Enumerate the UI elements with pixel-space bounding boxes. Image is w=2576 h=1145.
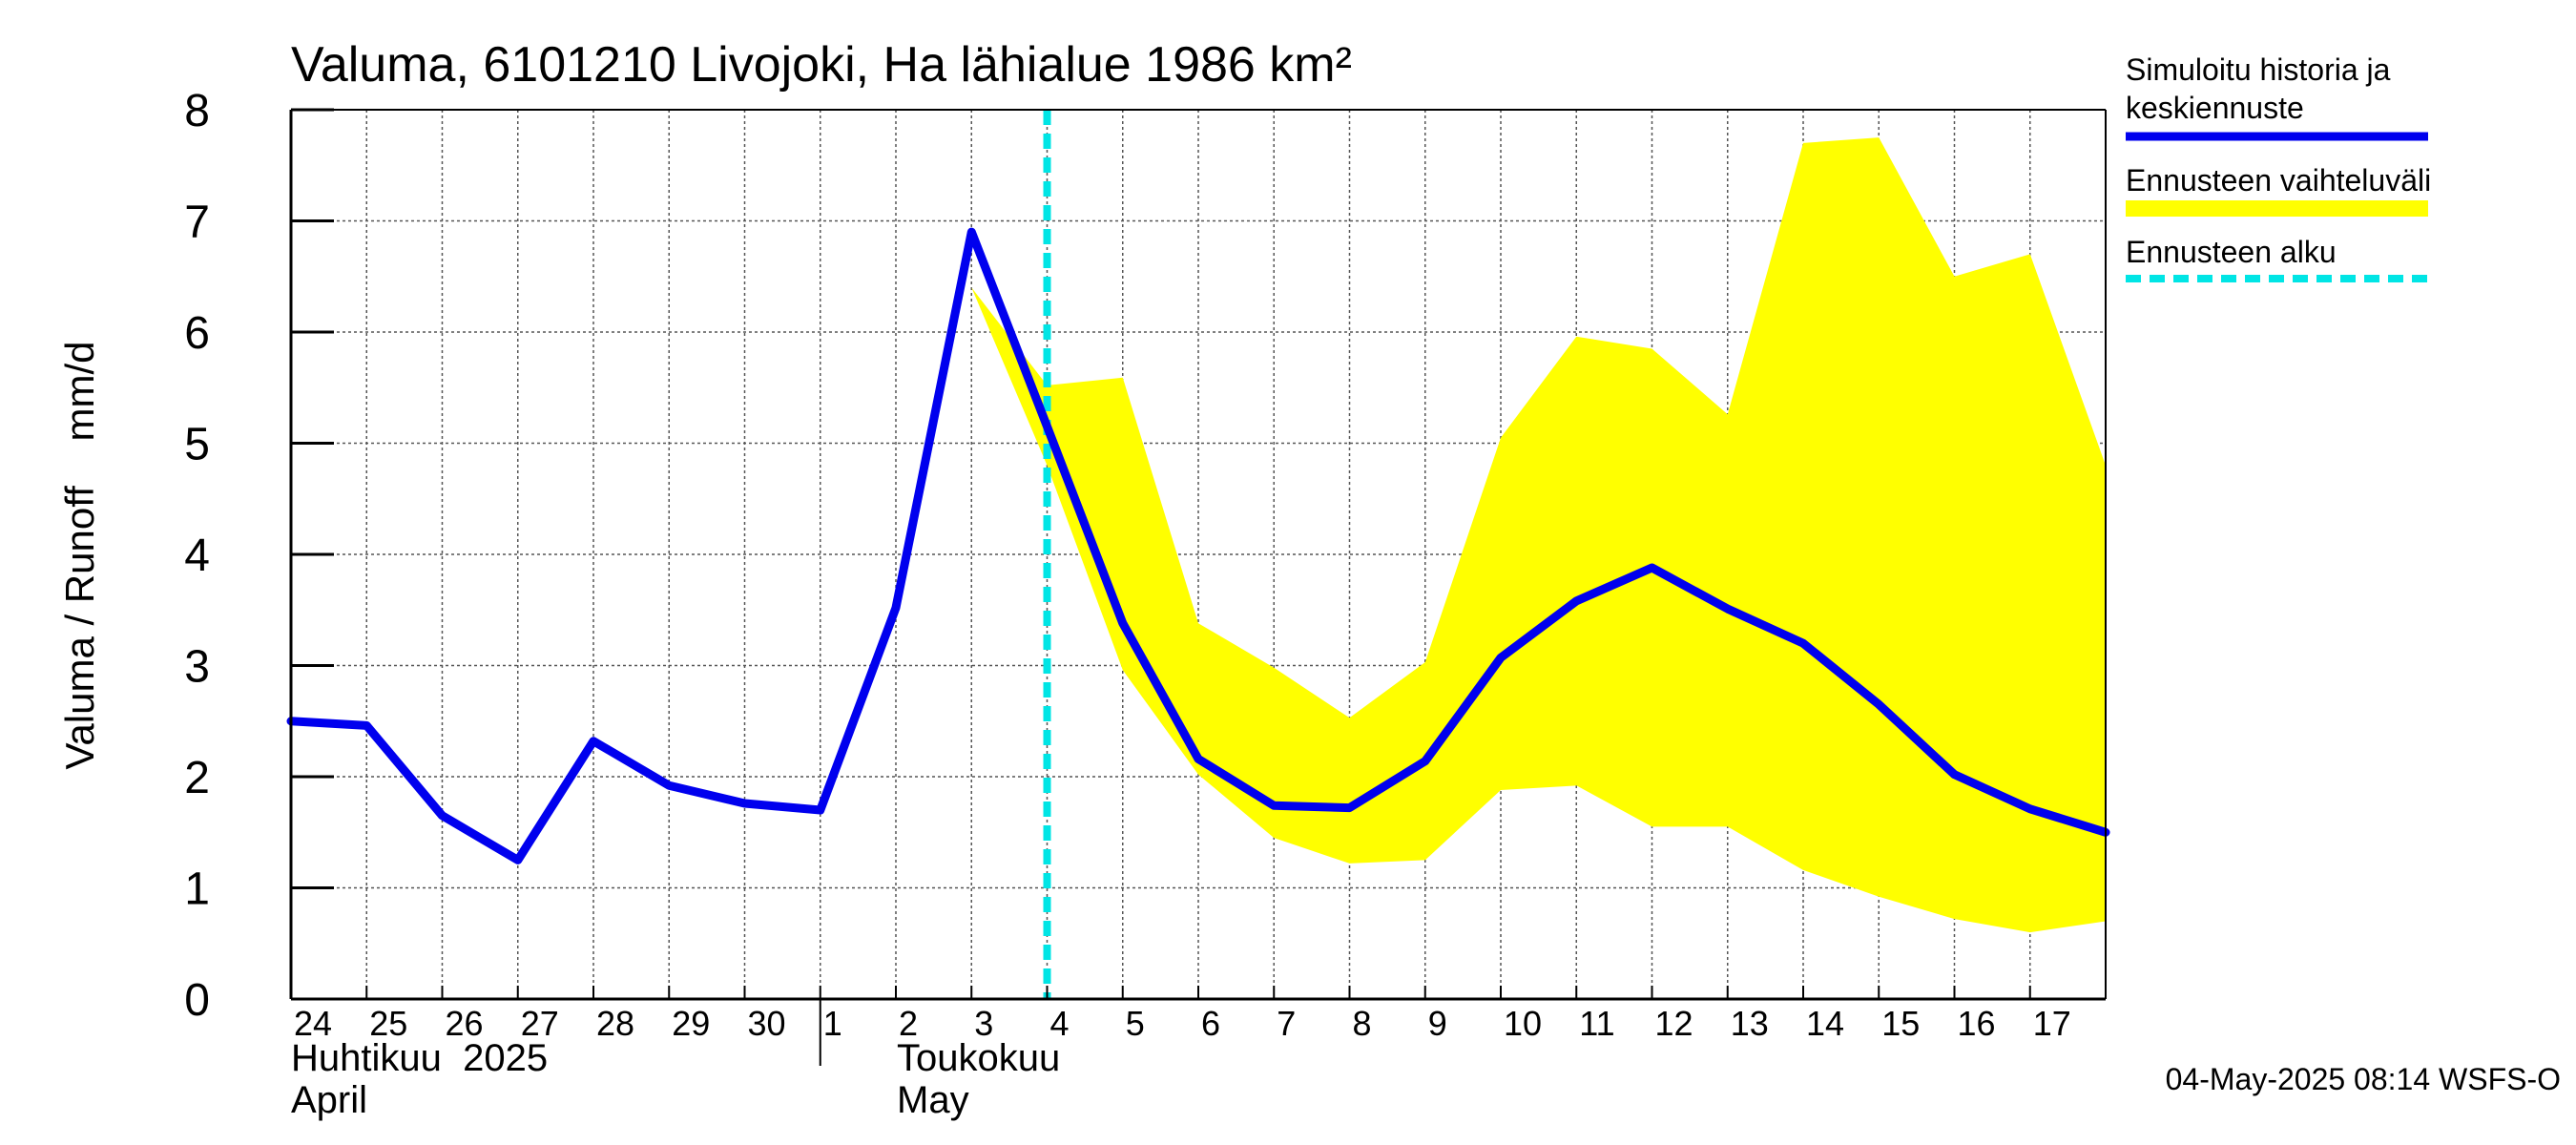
x-tick-label: 29 bbox=[672, 1004, 710, 1043]
x-tick-label: 10 bbox=[1504, 1004, 1542, 1043]
x-tick-label: 2 bbox=[899, 1004, 918, 1043]
axes bbox=[289, 108, 2107, 1066]
y-tick-label: 7 bbox=[184, 198, 210, 248]
month-label-may-en: May bbox=[897, 1079, 969, 1121]
x-tick-label: 25 bbox=[369, 1004, 407, 1043]
x-tick-label: 11 bbox=[1579, 1004, 1614, 1043]
forecast-range-band bbox=[971, 137, 2106, 933]
month-label-may-fi: Toukokuu bbox=[897, 1037, 1060, 1079]
x-tick-label: 14 bbox=[1806, 1004, 1844, 1043]
x-tick-label: 9 bbox=[1428, 1004, 1447, 1043]
legend-label-forecast-start: Ennusteen alku bbox=[2126, 235, 2337, 269]
y-tick-label: 3 bbox=[184, 642, 210, 693]
legend-swatch-range bbox=[2126, 200, 2428, 217]
y-tick-label: 8 bbox=[184, 86, 210, 136]
x-tick-label: 1 bbox=[823, 1004, 842, 1043]
y-tick-label: 4 bbox=[184, 531, 210, 581]
x-tick-label: 24 bbox=[294, 1004, 332, 1043]
y-tick-label: 2 bbox=[184, 753, 210, 803]
x-tick-label: 16 bbox=[1958, 1004, 1996, 1043]
footer-timestamp: 04-May-2025 08:14 WSFS-O bbox=[2166, 1062, 2561, 1096]
x-tick-label: 4 bbox=[1050, 1004, 1070, 1043]
x-tick-label: 8 bbox=[1353, 1004, 1372, 1043]
legend-label-range: Ennusteen vaihteluväli bbox=[2126, 163, 2431, 198]
y-tick-label: 0 bbox=[184, 975, 210, 1026]
x-tick-label: 3 bbox=[974, 1004, 993, 1043]
x-tick-label: 13 bbox=[1731, 1004, 1769, 1043]
x-tick-label: 6 bbox=[1201, 1004, 1220, 1043]
month-label-april-en: April bbox=[291, 1079, 367, 1121]
x-tick-label: 15 bbox=[1881, 1004, 1920, 1043]
y-tick-label: 5 bbox=[184, 420, 210, 470]
x-tick-label: 17 bbox=[2033, 1004, 2071, 1043]
x-tick-label: 26 bbox=[446, 1004, 484, 1043]
y-axis-label: Valuma / Runoff mm/d bbox=[57, 342, 102, 770]
x-tick-label: 7 bbox=[1277, 1004, 1296, 1043]
x-tick-label: 30 bbox=[748, 1004, 786, 1043]
chart-title: Valuma, 6101210 Livojoki, Ha lähialue 19… bbox=[291, 37, 1352, 93]
legend: Simuloitu historia ja keskiennuste Ennus… bbox=[2126, 52, 2431, 282]
forecast-range-band-group bbox=[971, 137, 2106, 933]
x-tick-label: 27 bbox=[521, 1004, 559, 1043]
legend-label-mean-1: Simuloitu historia ja bbox=[2126, 52, 2391, 87]
y-tick-label: 6 bbox=[184, 308, 210, 359]
month-label-april-fi: Huhtikuu 2025 bbox=[291, 1037, 548, 1079]
mean-series-group bbox=[286, 110, 2110, 999]
legend-label-mean-2: keskiennuste bbox=[2126, 91, 2304, 125]
y-tick-label: 1 bbox=[184, 864, 210, 915]
month-labels: Huhtikuu 2025 April Toukokuu May bbox=[291, 1037, 1060, 1121]
x-tick-label: 28 bbox=[596, 1004, 634, 1043]
x-tick-label: 5 bbox=[1126, 1004, 1145, 1043]
x-tick-label: 12 bbox=[1655, 1004, 1693, 1043]
